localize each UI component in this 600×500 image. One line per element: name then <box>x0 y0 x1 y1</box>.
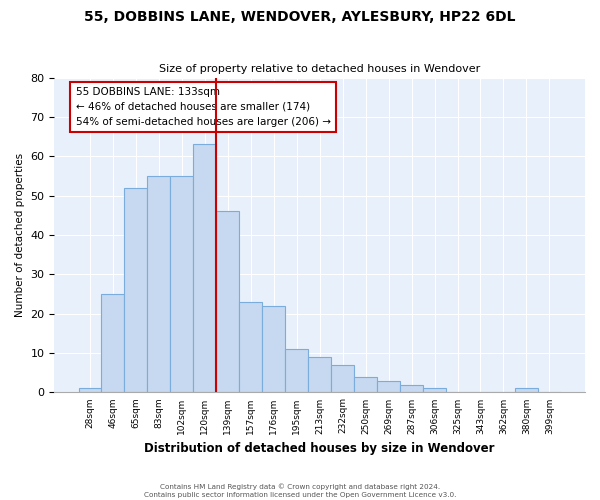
Bar <box>262 306 285 392</box>
X-axis label: Distribution of detached houses by size in Wendover: Distribution of detached houses by size … <box>145 442 495 455</box>
Bar <box>217 212 239 392</box>
Bar <box>400 384 423 392</box>
Bar <box>170 176 193 392</box>
Bar <box>193 144 217 392</box>
Bar <box>101 294 124 392</box>
Bar <box>423 388 446 392</box>
Bar <box>515 388 538 392</box>
Text: 55, DOBBINS LANE, WENDOVER, AYLESBURY, HP22 6DL: 55, DOBBINS LANE, WENDOVER, AYLESBURY, H… <box>84 10 516 24</box>
Bar <box>377 380 400 392</box>
Bar <box>79 388 101 392</box>
Text: Contains HM Land Registry data © Crown copyright and database right 2024.
Contai: Contains HM Land Registry data © Crown c… <box>144 484 456 498</box>
Bar <box>239 302 262 392</box>
Title: Size of property relative to detached houses in Wendover: Size of property relative to detached ho… <box>159 64 481 74</box>
Bar <box>285 349 308 393</box>
Bar <box>148 176 170 392</box>
Y-axis label: Number of detached properties: Number of detached properties <box>15 153 25 317</box>
Bar <box>308 357 331 392</box>
Bar <box>331 365 354 392</box>
Bar <box>354 376 377 392</box>
Bar <box>124 188 148 392</box>
Text: 55 DOBBINS LANE: 133sqm
← 46% of detached houses are smaller (174)
54% of semi-d: 55 DOBBINS LANE: 133sqm ← 46% of detache… <box>76 87 331 126</box>
